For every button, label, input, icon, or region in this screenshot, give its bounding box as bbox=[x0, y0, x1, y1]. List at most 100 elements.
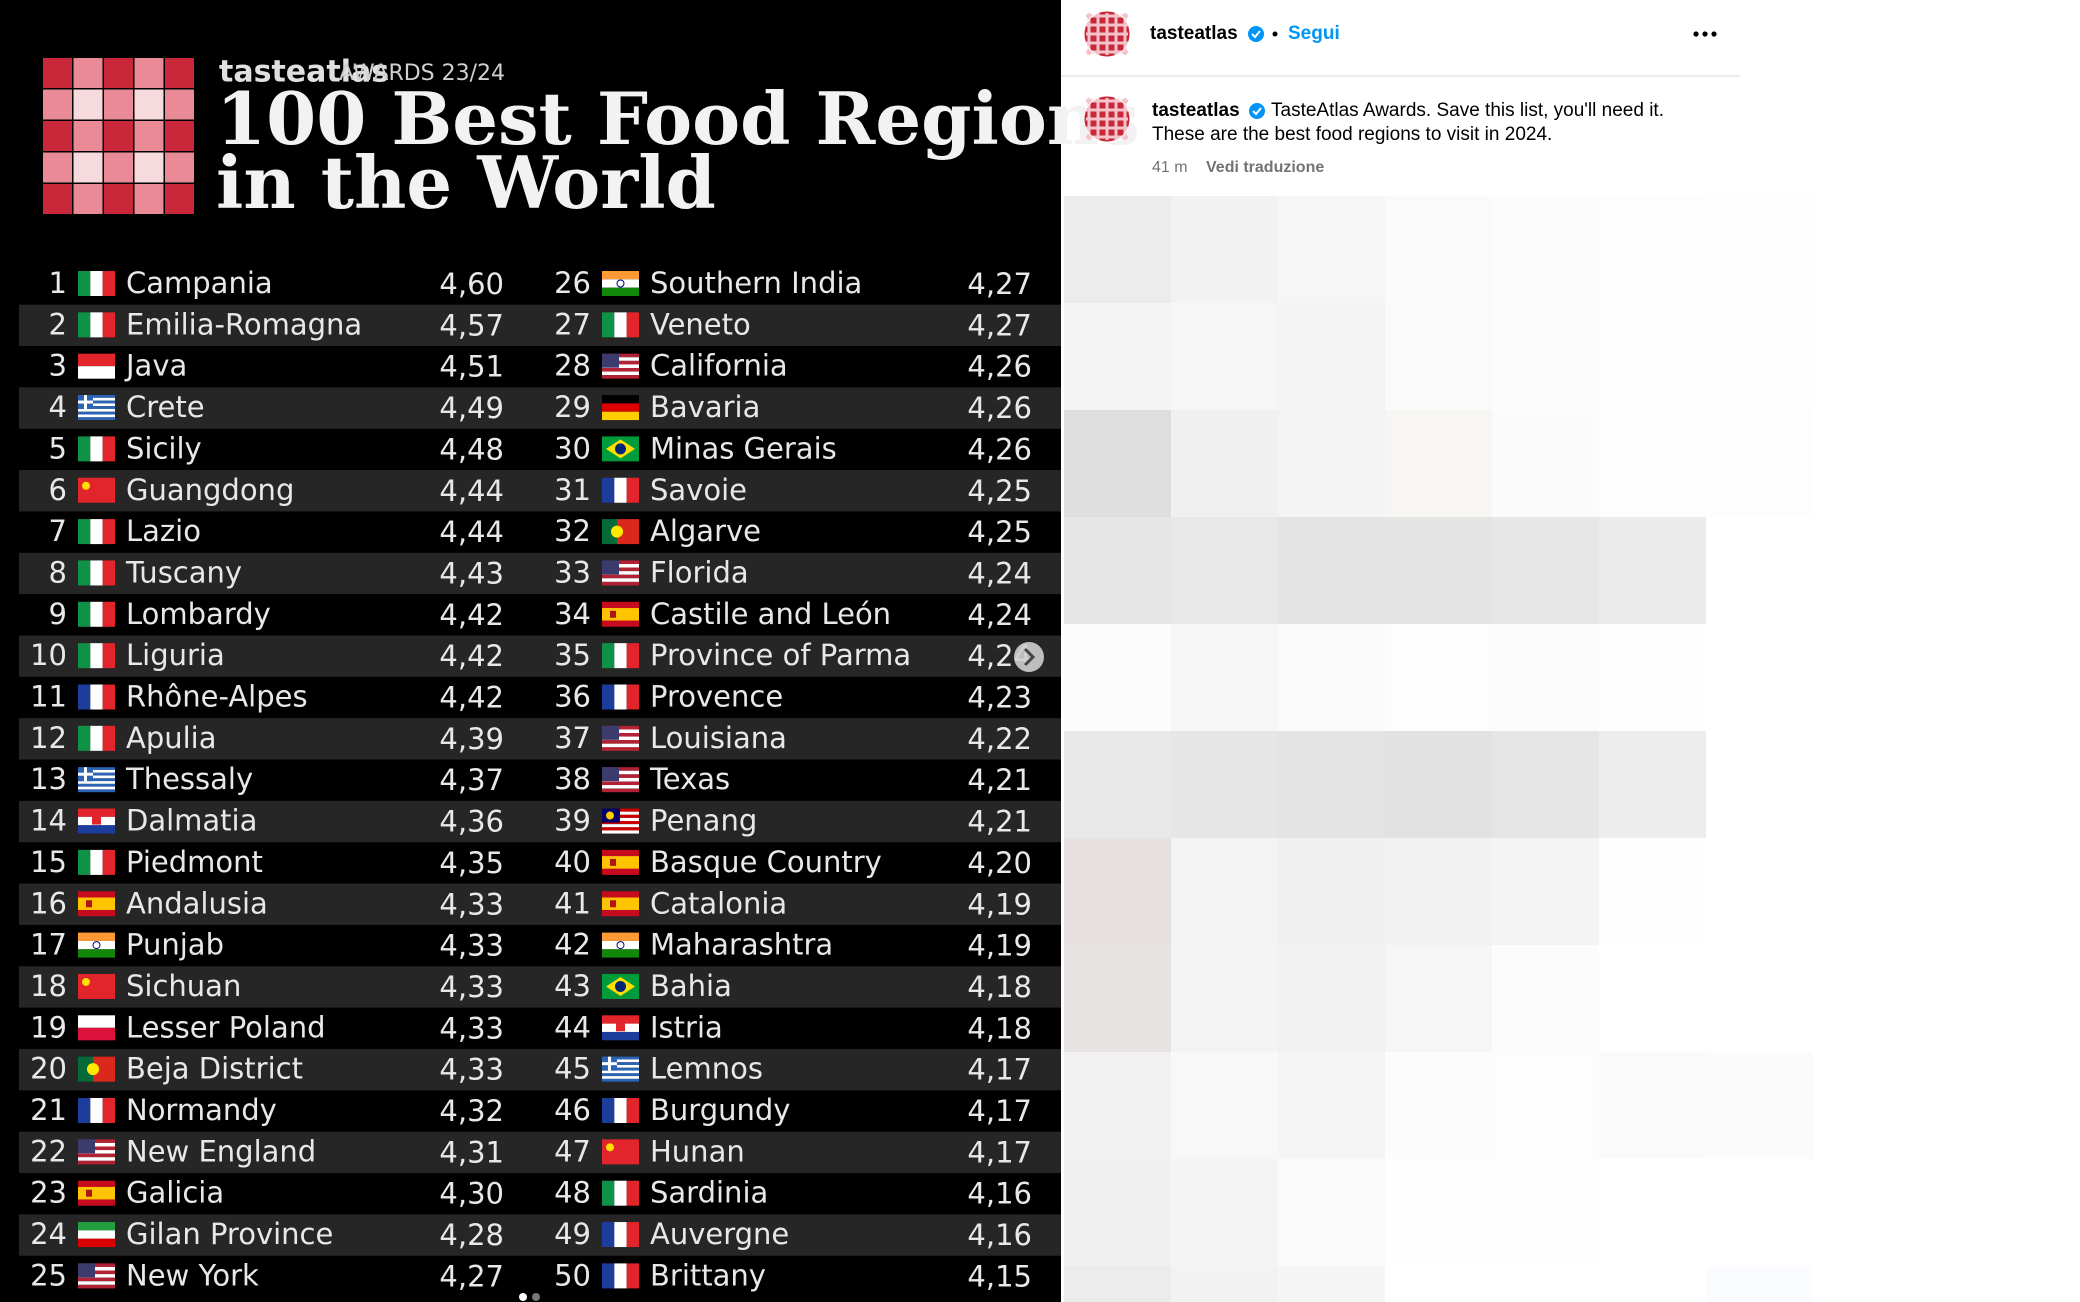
flag-part bbox=[616, 1020, 625, 1032]
logo-cell bbox=[165, 89, 194, 120]
flag-part bbox=[602, 817, 639, 822]
region-name: Lombardy bbox=[126, 597, 271, 631]
flag bbox=[602, 312, 639, 338]
flag-part bbox=[102, 601, 115, 627]
mosaic-cell bbox=[1171, 1266, 1278, 1302]
flag-part bbox=[602, 743, 639, 748]
badge-bg bbox=[1249, 103, 1265, 119]
logo-cell bbox=[73, 89, 103, 120]
flag-part bbox=[602, 1073, 639, 1077]
flag-part bbox=[602, 824, 639, 828]
mosaic-cell bbox=[1599, 1052, 1706, 1159]
flag-part bbox=[626, 1263, 639, 1289]
rank: 40 bbox=[554, 845, 591, 879]
row-band bbox=[19, 883, 1061, 925]
mosaic-cell bbox=[1599, 731, 1706, 838]
mosaic-cell bbox=[1385, 1159, 1492, 1266]
flag-part bbox=[602, 1263, 615, 1289]
mosaic-cell bbox=[1171, 838, 1278, 945]
rank: 35 bbox=[554, 638, 591, 672]
flag-part bbox=[602, 897, 639, 910]
translate-link[interactable]: Vedi traduzione bbox=[1206, 159, 1324, 176]
mosaic-cell bbox=[1064, 517, 1171, 624]
mosaic-cell bbox=[1385, 1052, 1492, 1159]
flag-part bbox=[78, 1284, 115, 1289]
row-band bbox=[19, 552, 1061, 595]
region-name: Castile and León bbox=[650, 597, 891, 631]
flag-part bbox=[90, 725, 103, 751]
title-line: 100 Best Food Regions bbox=[216, 76, 1140, 161]
logo-cell bbox=[43, 184, 72, 214]
score: 4,25 bbox=[967, 515, 1032, 549]
flag-part bbox=[614, 312, 627, 338]
flag-part bbox=[78, 1146, 115, 1151]
next-arrow[interactable] bbox=[1014, 642, 1044, 672]
region-name: Lesser Poland bbox=[126, 1010, 326, 1044]
flag-part bbox=[102, 312, 115, 338]
flag-part bbox=[78, 1186, 115, 1200]
mosaic-cell bbox=[1492, 945, 1599, 1052]
flag-part bbox=[102, 271, 115, 296]
score: 4,26 bbox=[967, 391, 1032, 425]
flag-part bbox=[78, 397, 115, 401]
flag-part bbox=[102, 725, 115, 751]
flag-part bbox=[602, 367, 639, 372]
region-name: Savoie bbox=[650, 473, 747, 507]
logo-cell bbox=[104, 152, 133, 183]
region-name: Beja District bbox=[126, 1052, 303, 1086]
score: 4,15 bbox=[967, 1259, 1032, 1293]
mosaic-cell bbox=[1385, 624, 1492, 731]
score: 4,33 bbox=[439, 1011, 504, 1045]
mosaic-cell bbox=[1920, 410, 2027, 517]
flag-part bbox=[602, 578, 639, 582]
mosaic-cell bbox=[1813, 410, 1920, 517]
avatar[interactable] bbox=[1083, 10, 1131, 58]
region-name: Normandy bbox=[126, 1093, 277, 1127]
score: 4,44 bbox=[439, 474, 504, 508]
flag bbox=[602, 395, 639, 421]
flag-part bbox=[90, 1098, 103, 1123]
follow-button[interactable]: Segui bbox=[1288, 23, 1340, 44]
badge-check bbox=[1251, 30, 1261, 39]
mosaic-cell bbox=[1706, 945, 1813, 1052]
flag-part bbox=[78, 849, 91, 875]
avatar[interactable] bbox=[1083, 95, 1131, 143]
caption-username[interactable]: tasteatlas bbox=[1152, 100, 1240, 121]
region-name: Galicia bbox=[126, 1176, 224, 1210]
flag-part bbox=[602, 1056, 639, 1060]
row-band bbox=[19, 635, 1061, 677]
flag bbox=[602, 519, 639, 545]
rank: 39 bbox=[554, 804, 591, 838]
username[interactable]: tasteatlas bbox=[1150, 23, 1238, 44]
flag-part bbox=[602, 1076, 639, 1079]
region-name: Catalonia bbox=[650, 886, 787, 920]
rank: 30 bbox=[554, 431, 591, 465]
score: 4,48 bbox=[439, 432, 504, 466]
rank: 3 bbox=[49, 349, 67, 383]
score: 4,27 bbox=[967, 267, 1032, 301]
logo-cell bbox=[43, 121, 72, 151]
flag-part bbox=[602, 403, 639, 412]
logo-cell bbox=[165, 121, 194, 151]
region-name: Province of Parma bbox=[650, 638, 911, 672]
flag-part bbox=[602, 360, 639, 365]
region-name: Auvergne bbox=[650, 1217, 789, 1251]
score: 4,39 bbox=[439, 722, 504, 756]
flag-part bbox=[78, 1274, 115, 1278]
flag-part bbox=[610, 610, 616, 618]
rank: 4 bbox=[49, 390, 67, 424]
mosaic-cell bbox=[1813, 1266, 1920, 1302]
score: 4,17 bbox=[967, 1053, 1032, 1087]
mosaic-cell bbox=[1920, 945, 2027, 1052]
flag-part bbox=[602, 1078, 639, 1082]
flag-part bbox=[602, 560, 639, 565]
mosaic-cell bbox=[1492, 410, 1599, 517]
region-name: Andalusia bbox=[126, 886, 268, 920]
flag bbox=[78, 1263, 115, 1289]
more-options[interactable] bbox=[1693, 31, 1717, 37]
flag-part bbox=[602, 781, 639, 786]
region-name: Texas bbox=[649, 762, 730, 796]
flag-part bbox=[78, 940, 115, 950]
score: 4,19 bbox=[967, 887, 1032, 921]
score: 4,42 bbox=[439, 681, 504, 715]
